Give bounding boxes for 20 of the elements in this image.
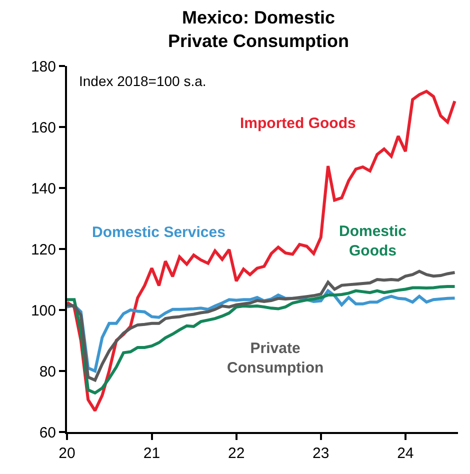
text: Imported Goods (240, 115, 356, 132)
x-tick-label: 22 (228, 445, 245, 462)
line-series (67, 285, 456, 394)
y-tick-label: 80 (39, 363, 56, 380)
y-tick-label: 100 (30, 302, 56, 320)
x-tick-label: 20 (58, 445, 76, 462)
y-tick-label: 140 (30, 180, 56, 198)
text: Private Consumption (227, 340, 324, 376)
chart-title: Mexico: Domestic Private Consumption (168, 8, 350, 52)
series-label: Domestic Goods (339, 223, 407, 260)
y-tick-label: 120 (30, 241, 56, 258)
y-tick-label: 180 (30, 58, 56, 76)
text: Domestic Services (92, 224, 226, 241)
line-series (67, 270, 456, 382)
annotation: Index 2018=100 s.a. (79, 73, 206, 89)
x-tick-label: 21 (143, 445, 160, 462)
y-tick-label: 160 (30, 119, 56, 136)
x-tick-label: 24 (397, 445, 414, 462)
x-tick-label: 23 (312, 445, 330, 462)
y-tick-label: 60 (39, 424, 56, 442)
